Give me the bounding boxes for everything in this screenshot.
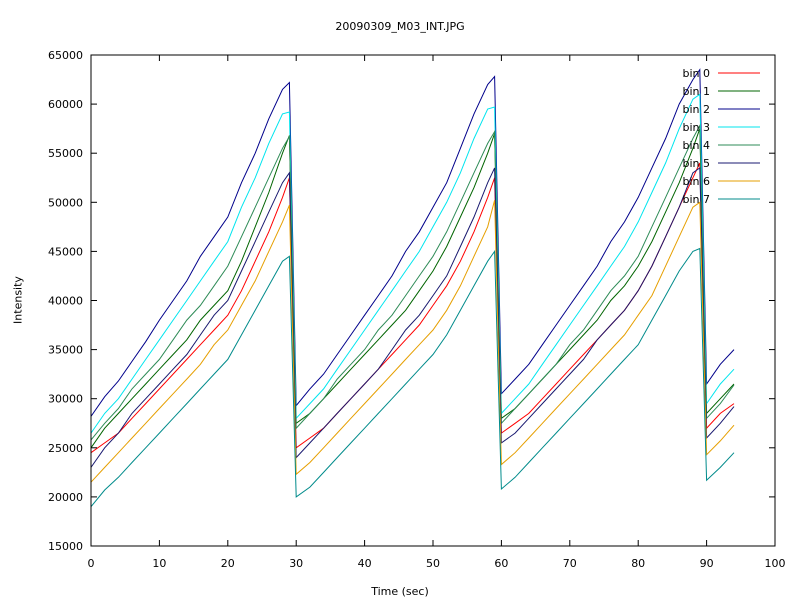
y-tick-label: 45000 (48, 245, 83, 258)
legend: bin 0 bin 1 bin 2 bin 3 bin 4 bin 5 bin 6 bin 7 (682, 67, 760, 206)
legend-label: bin 0 (682, 67, 710, 80)
series-line-bin-2 (90, 68, 735, 417)
series-line-bin-1 (90, 128, 735, 449)
x-tick-label: 30 (289, 557, 303, 570)
y-tick-label: 55000 (48, 147, 83, 160)
y-tick-label: 65000 (48, 49, 83, 62)
legend-label: bin 4 (682, 139, 710, 152)
legend-label: bin 6 (682, 175, 710, 188)
series-line-bin-5 (90, 166, 735, 468)
axes: 0 10 20 30 40 50 60 70 80 90 100 15000 20000 25000 300… (48, 49, 786, 570)
y-tick-label: 40000 (48, 295, 83, 308)
series-line-bin-4 (90, 123, 735, 441)
x-tick-label: 50 (426, 557, 440, 570)
series-line-bin-6 (90, 200, 735, 483)
x-tick-label: 70 (563, 557, 577, 570)
y-tick-label: 30000 (48, 393, 83, 406)
x-tick-label: 40 (358, 557, 372, 570)
plot-frame (90, 54, 776, 547)
x-tick-label: 10 (152, 557, 166, 570)
x-tick-label: 100 (765, 557, 786, 570)
x-tick-label: 0 (88, 557, 95, 570)
x-tick-label: 90 (700, 557, 714, 570)
series-line-bin-7 (90, 247, 735, 508)
legend-label: bin 3 (682, 121, 710, 134)
y-tick-label: 25000 (48, 442, 83, 455)
chart-title: 20090309_M03_INT.JPG (335, 20, 465, 33)
x-axis-label: Time (sec) (371, 585, 429, 598)
x-tick-label: 60 (494, 557, 508, 570)
y-tick-label: 20000 (48, 491, 83, 504)
y-tick-label: 60000 (48, 98, 83, 111)
series-line-bin-0 (90, 162, 735, 454)
y-tick-label: 50000 (48, 196, 83, 209)
x-tick-label: 80 (631, 557, 645, 570)
y-tick-label: 35000 (48, 344, 83, 357)
legend-label: bin 7 (682, 193, 710, 206)
x-tick-label: 20 (221, 557, 235, 570)
y-tick-label: 15000 (48, 540, 83, 553)
legend-label: bin 1 (682, 85, 710, 98)
legend-label: bin 5 (682, 157, 710, 170)
plot-lines (90, 68, 735, 508)
legend-label: bin 2 (682, 103, 710, 116)
series-line-bin-3 (90, 93, 735, 434)
